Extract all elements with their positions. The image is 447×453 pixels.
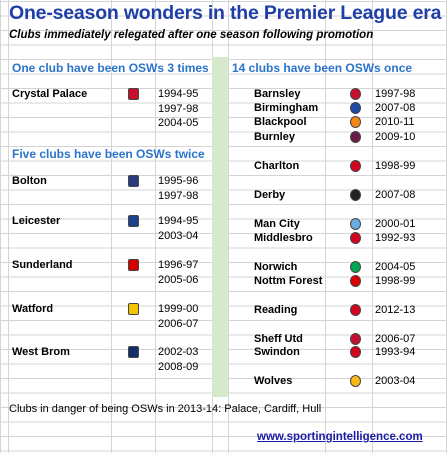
club-name: Nottm Forest (254, 275, 323, 287)
season-year: 1996-97 (158, 259, 199, 271)
club-name: Wolves (254, 375, 293, 387)
club-name: Bolton (12, 175, 47, 187)
club-name: Swindon (254, 346, 300, 358)
birmingham-badge (350, 102, 361, 114)
header-once: 14 clubs have been OSWs once (232, 61, 413, 75)
reading-badge (350, 304, 361, 316)
grid-column-line (228, 0, 229, 453)
header-three-times: One club have been OSWs 3 times (12, 61, 209, 75)
charlton-badge (350, 160, 361, 172)
club-name: Barnsley (254, 88, 301, 100)
nottm-forest-badge (350, 275, 361, 287)
season-year: 2008-09 (158, 360, 199, 373)
club-name: Leicester (12, 215, 61, 227)
header-twice: Five clubs have been OSWs twice (12, 147, 205, 161)
season-year: 2012-13 (375, 304, 416, 316)
grid-column-line (155, 0, 156, 453)
season-year: 2004-05 (158, 117, 199, 129)
season-year: 2010-11 (375, 116, 415, 128)
watford-badge (128, 303, 139, 315)
season-year: 2003-04 (158, 229, 199, 242)
season-year: 1997-98 (158, 189, 199, 202)
club-name: Man City (254, 218, 300, 230)
season-year: 1997-98 (375, 88, 416, 100)
season-year: 1994-95 (158, 88, 199, 100)
club-name: West Brom (12, 346, 70, 358)
season-year: 1999-00 (158, 303, 199, 315)
swindon-badge (350, 346, 361, 358)
grid-column-line (111, 0, 112, 453)
club-name: Middlesbro (254, 232, 313, 244)
season-year: 1992-93 (375, 232, 416, 244)
club-name: Reading (254, 304, 298, 316)
west-brom-badge (128, 346, 139, 358)
blackpool-badge (350, 116, 361, 128)
middlesbrough-badge (350, 232, 361, 244)
club-name: Burnley (254, 131, 295, 143)
season-year: 1997-98 (158, 102, 199, 115)
crystal-palace-badge (128, 88, 139, 100)
grid-column-line (325, 0, 326, 453)
club-name: Charlton (254, 160, 300, 172)
club-name: Sunderland (12, 259, 73, 271)
season-year: 2006-07 (158, 317, 199, 330)
derby-badge (350, 189, 361, 201)
club-name: Watford (12, 303, 54, 315)
leicester-badge (128, 215, 139, 227)
club-name: Derby (254, 189, 286, 201)
season-year: 2007-08 (375, 102, 416, 114)
club-name: Blackpool (254, 116, 307, 128)
barnsley-badge (350, 88, 361, 100)
club-name: Norwich (254, 261, 298, 273)
grid-column-line (8, 0, 9, 453)
man-city-badge (350, 218, 361, 230)
club-name: Sheff Utd (254, 333, 303, 345)
sheff-utd-badge (350, 333, 361, 345)
grid-column-line (372, 0, 373, 453)
sunderland-badge (128, 259, 139, 271)
burnley-badge (350, 131, 361, 143)
page-subtitle: Clubs immediately relegated after one se… (9, 29, 374, 41)
season-year: 2006-07 (375, 333, 416, 345)
season-year: 2009-10 (375, 131, 416, 143)
season-year: 2005-06 (158, 273, 199, 286)
bolton-badge (128, 175, 139, 187)
season-year: 1998-99 (375, 160, 416, 172)
season-year: 2003-04 (375, 375, 416, 387)
page-title: One-season wonders in the Premier League… (9, 2, 442, 24)
footer-note: Clubs in danger of being OSWs in 2013-14… (9, 403, 322, 415)
wolves-badge (350, 375, 361, 387)
website-link[interactable]: www.sportingintelligence.com (257, 431, 423, 443)
season-year: 2007-08 (375, 189, 416, 201)
season-year: 1994-95 (158, 215, 199, 227)
club-name: Crystal Palace (12, 88, 88, 100)
club-name: Birmingham (254, 102, 319, 114)
season-year: 1995-96 (158, 175, 199, 187)
season-year: 2000-01 (375, 218, 416, 230)
season-year: 2002-03 (158, 346, 199, 358)
season-year: 2004-05 (375, 261, 416, 273)
season-year: 1993-94 (375, 346, 416, 358)
norwich-badge (350, 261, 361, 273)
separator-column (212, 57, 228, 397)
season-year: 1998-99 (375, 275, 416, 287)
